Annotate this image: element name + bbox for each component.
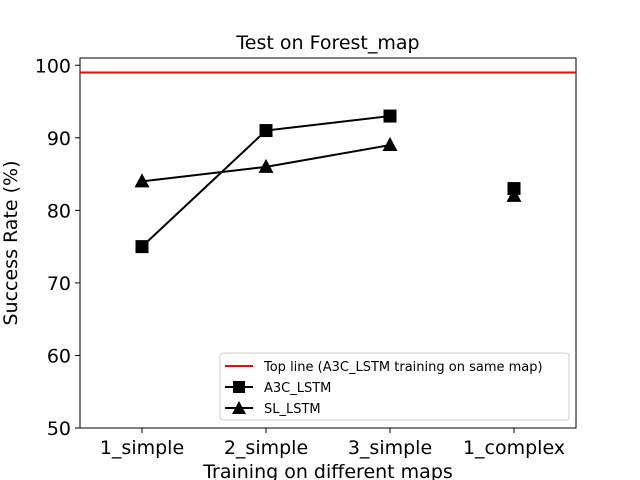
x-tick-label: 1_complex <box>463 437 565 459</box>
legend-marker-sl-lstm <box>232 401 246 414</box>
legend-label-reference: Top line (A3C_LSTM training on same map) <box>263 360 543 375</box>
y-tick-label: 70 <box>47 273 71 295</box>
data-point-sl-lstm <box>258 158 274 173</box>
y-tick-label: 100 <box>35 55 71 77</box>
data-point-sl-lstm <box>382 137 398 152</box>
legend-label-a3c-lstm: A3C_LSTM <box>264 381 331 396</box>
y-tick-label: 90 <box>47 128 71 150</box>
y-axis: 50 60 70 80 90 100 <box>35 55 80 440</box>
y-tick-label: 50 <box>47 418 71 440</box>
legend: Top line (A3C_LSTM training on same map)… <box>219 352 570 421</box>
plot-marks <box>80 71 576 254</box>
x-tick-label: 2_simple <box>224 437 308 459</box>
chart-title: Test on Forest_map <box>235 32 419 54</box>
x-tick-label: 3_simple <box>348 437 432 459</box>
data-point-a3c-lstm <box>383 109 397 123</box>
x-axis: 1_simple 2_simple 3_simple 1_complex <box>100 428 565 459</box>
x-tick-label: 1_simple <box>100 437 184 459</box>
data-point-a3c-lstm <box>259 124 273 138</box>
plot-frame <box>79 57 577 429</box>
x-axis-label: Training on different maps <box>202 461 453 480</box>
data-point-a3c-lstm <box>135 240 149 254</box>
legend-box <box>219 352 570 421</box>
data-point-sl-lstm <box>134 173 150 188</box>
data-point-sl-lstm <box>506 187 522 202</box>
y-axis-label: Success Rate (%) <box>0 160 22 325</box>
y-tick-label: 80 <box>47 200 71 222</box>
y-tick-label: 60 <box>47 345 71 367</box>
legend-label-sl-lstm: SL_LSTM <box>264 402 321 417</box>
legend-marker-a3c-lstm <box>233 381 245 393</box>
